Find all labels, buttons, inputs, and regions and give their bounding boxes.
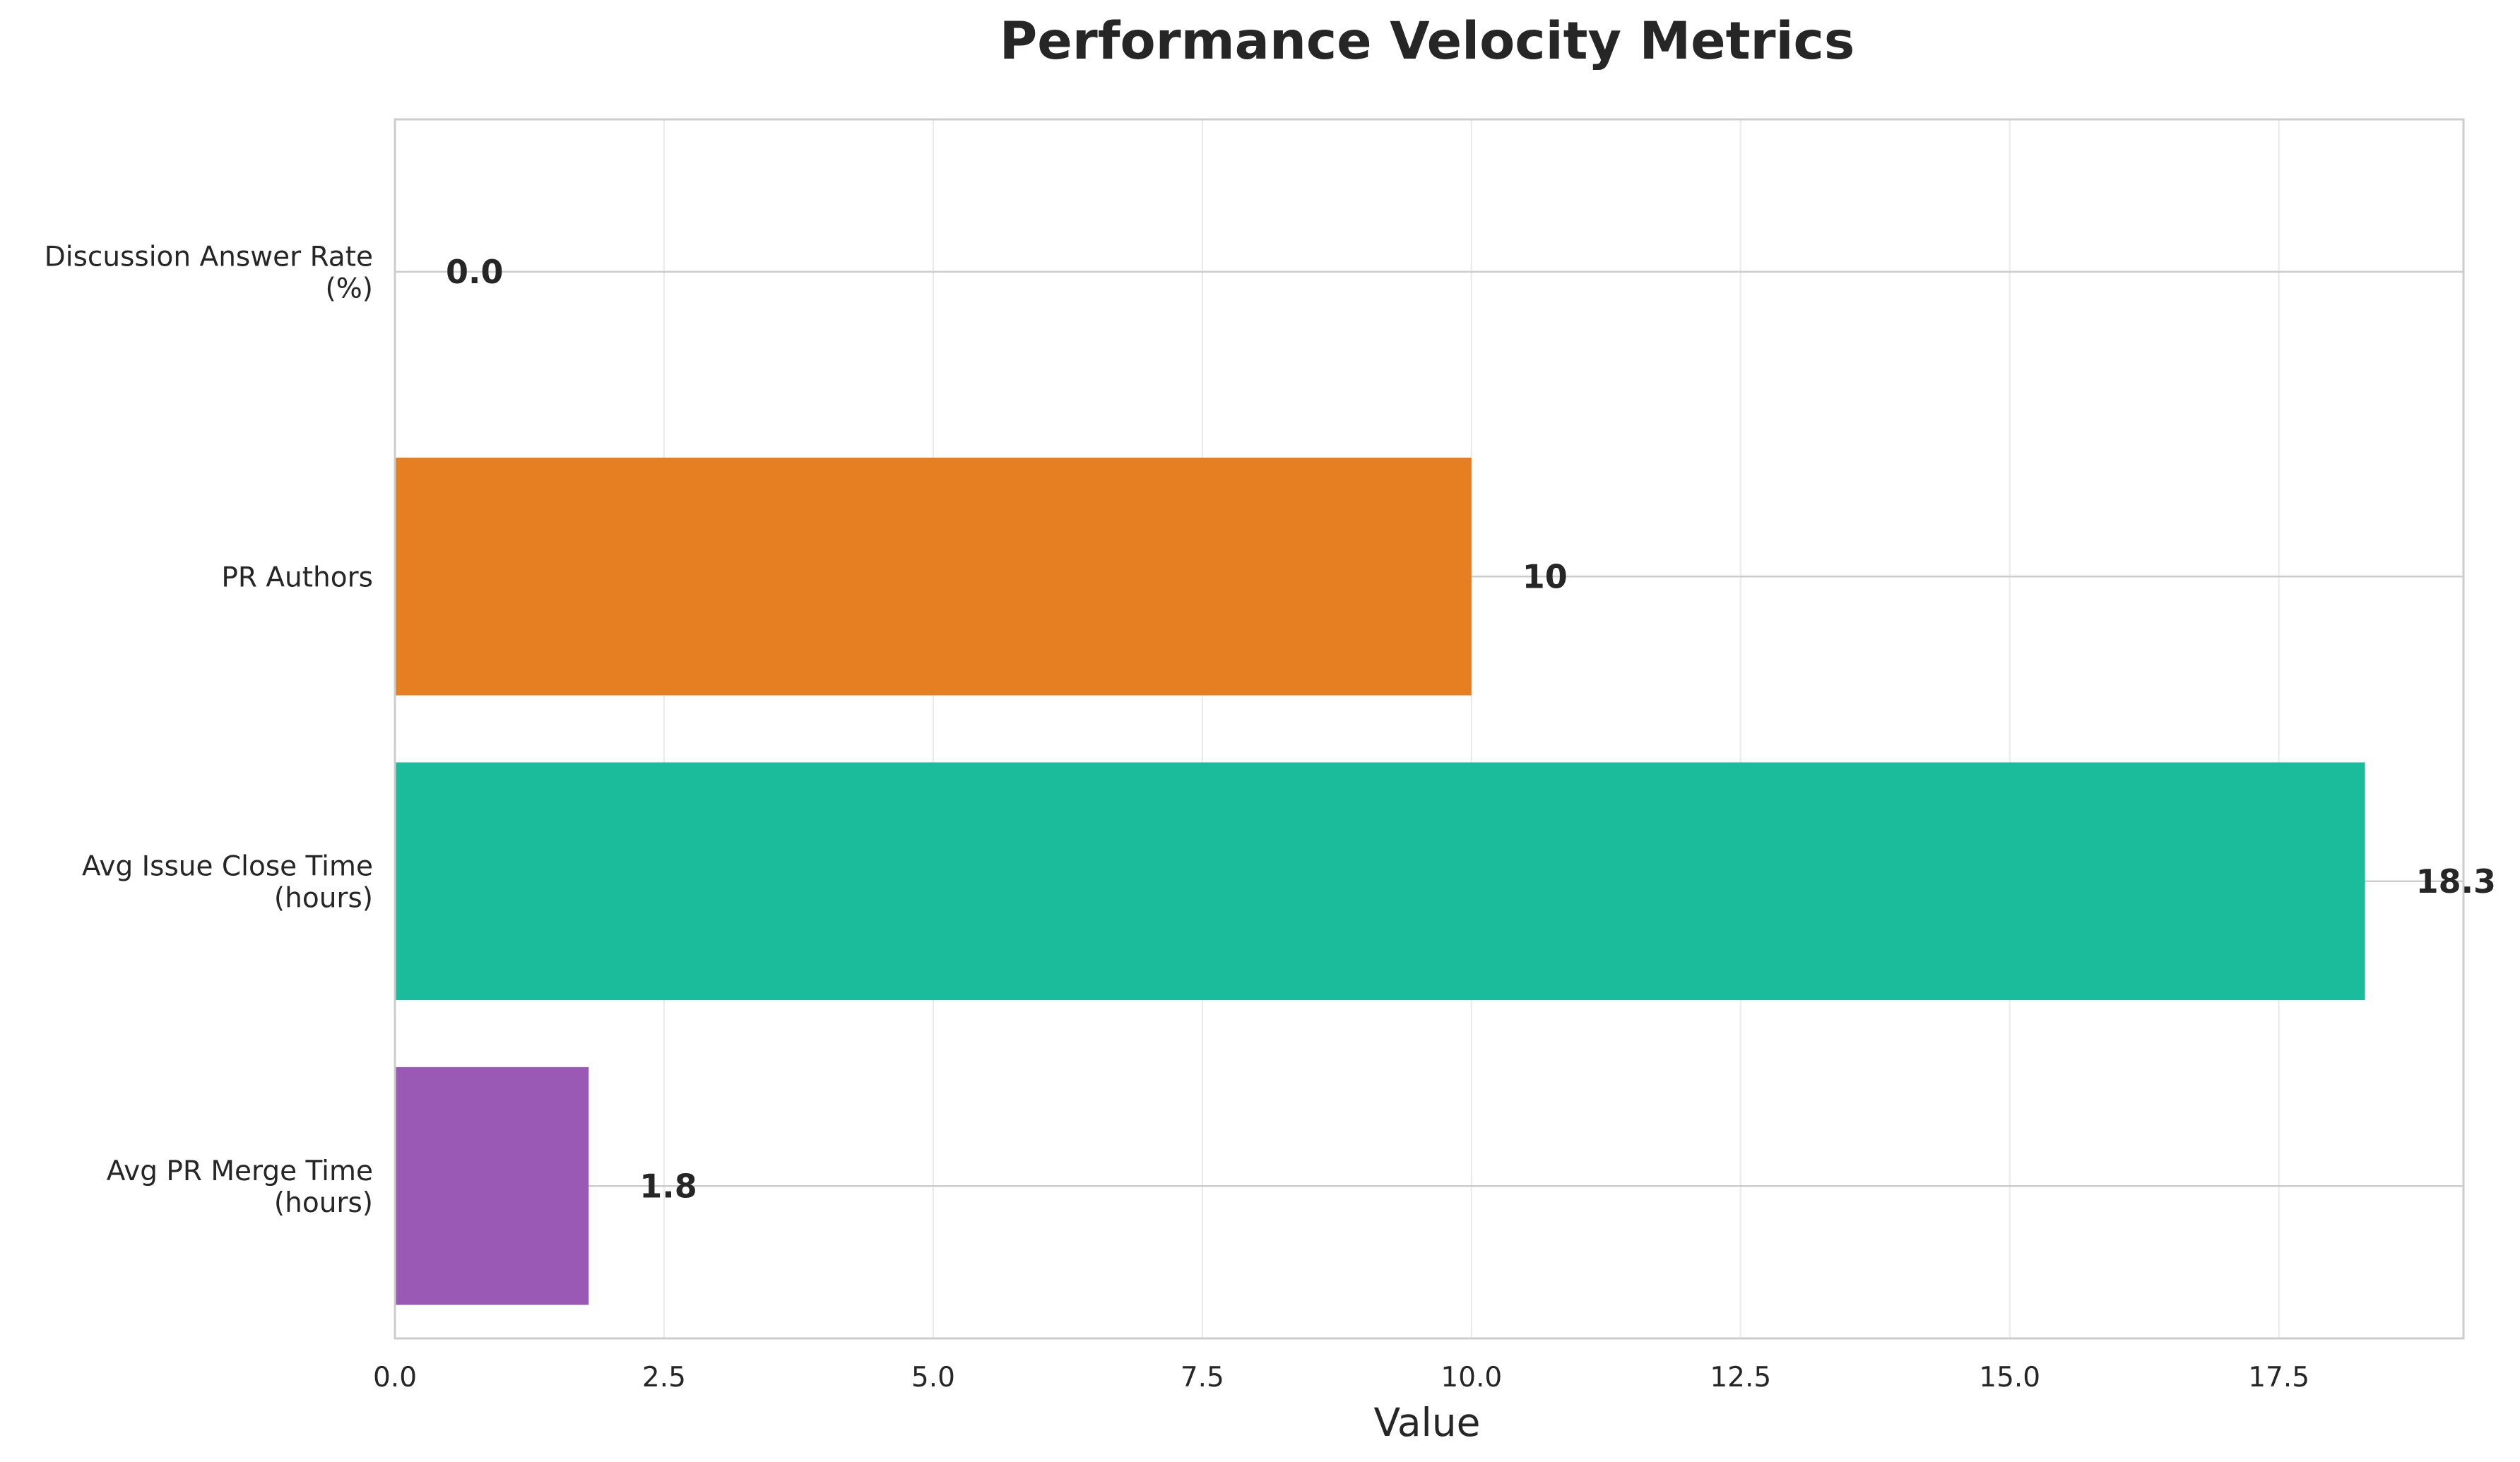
bar [395, 1066, 589, 1305]
x-tick-label: 2.5 [642, 1362, 686, 1393]
x-tick-label: 7.5 [1181, 1362, 1224, 1393]
chart-title: Performance Velocity Metrics [1000, 11, 1855, 71]
x-tick-label: 17.5 [2248, 1362, 2309, 1393]
data-label: 0.0 [446, 253, 504, 291]
label-layer: 0.0 Discussion Answer Rate (%) 10 PR Authors… [45, 241, 2496, 1219]
data-label: 1.8 [639, 1167, 697, 1205]
grid-layer [395, 119, 2463, 1338]
data-label: 18.3 [2416, 862, 2497, 901]
y-tick-label: Avg PR Merge Time (hours) [107, 1155, 373, 1219]
x-tick-label: 15.0 [1979, 1362, 2040, 1393]
x-tick-label: 12.5 [1710, 1362, 1771, 1393]
data-label: 10 [1522, 557, 1568, 595]
x-tick-layer: 0.0 2.5 5.0 7.5 10.0 12.5 15.0 17.5 [373, 1362, 2309, 1393]
y-tick-label: PR Authors [221, 561, 373, 593]
bar-layer [395, 457, 2365, 1305]
y-tick-label: Discussion Answer Rate (%) [45, 241, 373, 304]
x-axis-label: Value [1373, 1400, 1480, 1445]
y-tick-label: Avg Issue Close Time (hours) [82, 850, 373, 914]
bar [395, 457, 1472, 696]
x-tick-label: 10.0 [1441, 1362, 1502, 1393]
plot-frame [394, 118, 2465, 1340]
bar [395, 762, 2365, 1001]
x-tick-label: 0.0 [373, 1362, 417, 1393]
x-tick-label: 5.0 [911, 1362, 955, 1393]
